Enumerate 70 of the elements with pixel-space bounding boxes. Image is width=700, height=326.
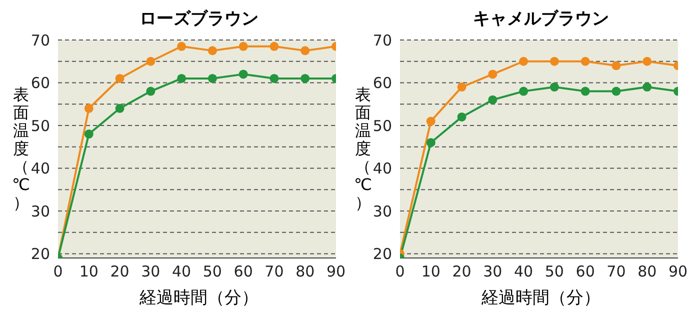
point: [146, 56, 156, 66]
point: [580, 86, 590, 96]
y-tick-label: 60: [30, 74, 50, 92]
x-axis-title: 経過時間（分）: [138, 287, 260, 309]
x-tick-label: 30: [483, 262, 502, 281]
point: [238, 70, 248, 79]
x-tick-label: 40: [514, 262, 534, 281]
y-tick-label: 60: [372, 74, 392, 92]
x-axis-title: 経過時間（分）: [480, 287, 602, 309]
point: [300, 46, 310, 56]
x-tick-label: 10: [79, 262, 98, 281]
x-tick-label: 10: [421, 262, 440, 281]
point: [270, 74, 279, 83]
point: [84, 130, 94, 139]
x-tick-label: 70: [264, 262, 284, 281]
x-tick-label: 80: [296, 262, 315, 281]
x-tick-label: 80: [638, 262, 657, 281]
x-tick-label: 90: [668, 262, 688, 281]
y-tick-label: 30: [372, 202, 392, 220]
x-tick-label: 70: [606, 262, 626, 281]
point: [115, 74, 124, 83]
y-axis-title: 表面温度（℃）: [354, 85, 372, 212]
point: [146, 86, 156, 96]
x-tick-label: 50: [202, 262, 222, 281]
x-tick-label: 60: [576, 262, 595, 281]
x-tick-label: 50: [544, 262, 564, 281]
x-tick-label: 90: [326, 262, 346, 281]
point: [84, 104, 94, 113]
x-tick-label: 0: [395, 262, 405, 281]
point: [457, 82, 466, 92]
y-tick-label: 50: [30, 116, 50, 135]
x-tick-label: 0: [53, 262, 63, 281]
point: [457, 112, 466, 122]
point: [300, 74, 310, 83]
point: [115, 104, 124, 113]
point: [488, 95, 498, 104]
y-tick-label: 30: [30, 202, 50, 220]
point: [519, 86, 528, 96]
y-tick-label: 20: [30, 245, 50, 264]
point: [642, 56, 652, 66]
point: [426, 116, 436, 126]
point: [488, 70, 498, 79]
point: [612, 86, 621, 96]
y-tick-label: 40: [372, 160, 392, 178]
y-tick-label: 40: [30, 160, 50, 178]
point: [550, 56, 559, 66]
y-tick-label: 20: [372, 245, 392, 264]
x-tick-label: 30: [141, 262, 160, 281]
y-tick-label: 70: [30, 31, 50, 50]
point: [612, 61, 621, 70]
chart-title: ローズブラウン: [138, 8, 260, 30]
point: [177, 42, 186, 51]
point: [550, 82, 559, 92]
x-tick-label: 60: [234, 262, 253, 281]
chart-title: キャメルブラウン: [472, 8, 610, 30]
x-tick-label: 40: [172, 262, 192, 281]
point: [208, 74, 217, 83]
point: [177, 74, 186, 83]
point: [642, 82, 652, 92]
point: [580, 56, 590, 66]
y-tick-label: 50: [372, 116, 392, 135]
point: [270, 42, 279, 51]
point: [208, 46, 217, 56]
x-tick-label: 20: [110, 262, 130, 281]
point: [426, 138, 436, 148]
y-axis-title: 表面温度（℃）: [12, 85, 30, 212]
y-tick-label: 70: [372, 31, 392, 50]
point: [238, 42, 248, 51]
x-tick-label: 20: [452, 262, 472, 281]
point: [519, 56, 528, 66]
